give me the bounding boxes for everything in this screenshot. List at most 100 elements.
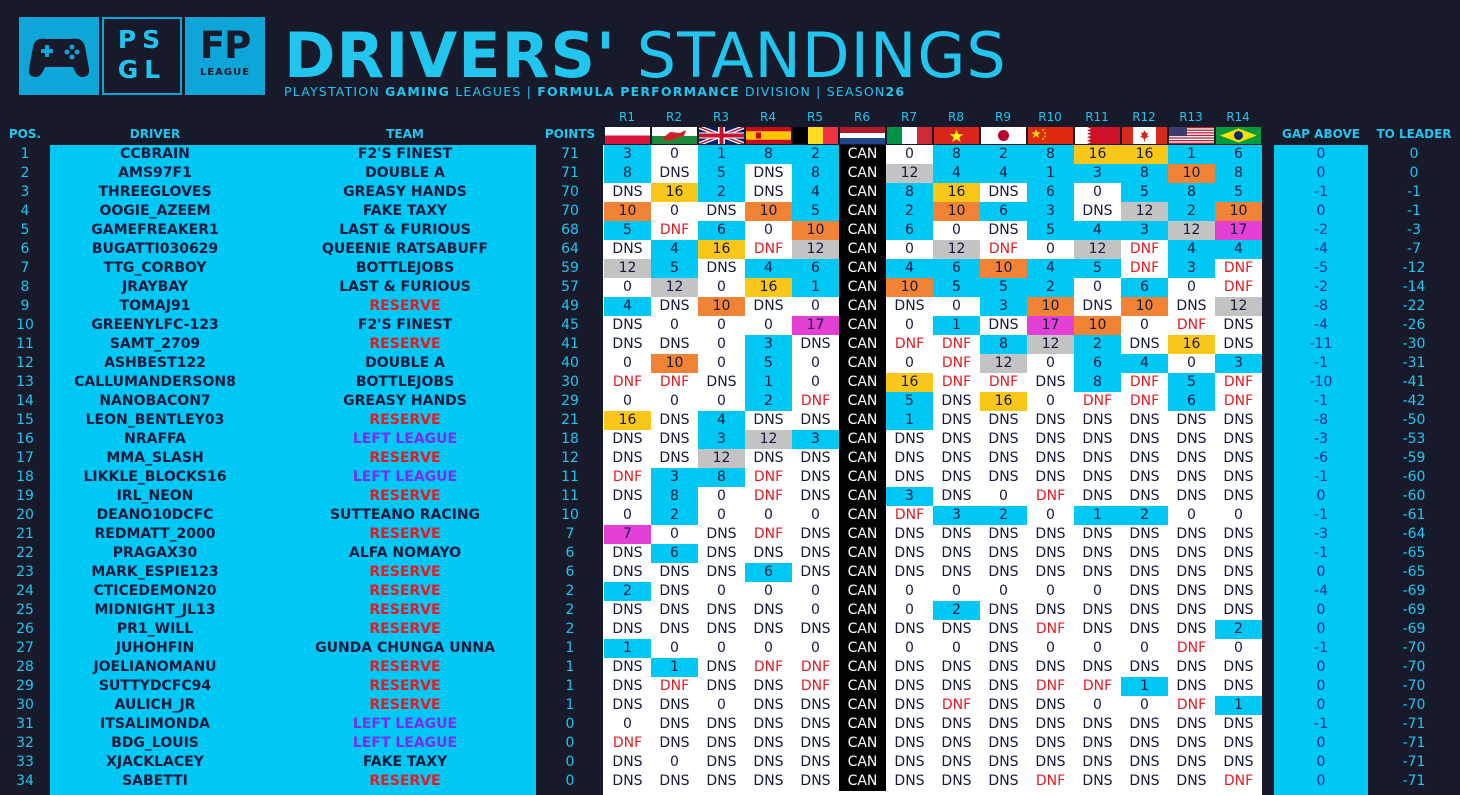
result-cell: 12 bbox=[698, 449, 745, 468]
driver-name: ASHBEST122 bbox=[104, 355, 206, 371]
team-name: LEFT LEAGUE bbox=[352, 431, 458, 447]
gap-above: -3 bbox=[1314, 526, 1328, 542]
round-header-7: R7 bbox=[901, 110, 917, 124]
round-header-12: R12 bbox=[1132, 110, 1156, 124]
result-cell: 0 bbox=[604, 715, 651, 734]
team-name: LAST & FURIOUS bbox=[339, 222, 471, 238]
result-cell: CAN bbox=[839, 221, 886, 240]
result-cell: DNS bbox=[1121, 487, 1168, 506]
result-cell: 0 bbox=[698, 506, 745, 525]
driver-points: 57 bbox=[561, 279, 579, 295]
result-cell: 1 bbox=[1215, 696, 1262, 715]
result-cell: 0 bbox=[604, 506, 651, 525]
result-cell: 5 bbox=[1027, 221, 1074, 240]
gap-to-leader: -71 bbox=[1402, 754, 1426, 770]
fp-league-logo: FP LEAGUE bbox=[185, 17, 265, 95]
result-cell: CAN bbox=[839, 620, 886, 639]
result-cell: 0 bbox=[1027, 639, 1074, 658]
table-row: 17 MMA_SLASH RESERVE 12 DNS DNS 12 DNS DNS CAN DNS… bbox=[0, 449, 1460, 468]
gap-to-leader: -50 bbox=[1402, 412, 1426, 428]
result-cell: DNS bbox=[1168, 658, 1215, 677]
result-cell: 16 bbox=[745, 278, 792, 297]
team-name: F2'S FINEST bbox=[357, 317, 453, 333]
result-cell: 12 bbox=[886, 164, 933, 183]
row-position: 32 bbox=[16, 735, 34, 751]
header-points: POINTS bbox=[544, 127, 596, 141]
result-cell: CAN bbox=[839, 449, 886, 468]
result-cell: 8 bbox=[1121, 164, 1168, 183]
result-cell: DNS bbox=[1027, 525, 1074, 544]
row-position: 28 bbox=[16, 659, 34, 675]
team-name: QUEENIE RATSABUFF bbox=[322, 241, 488, 257]
driver-points: 12 bbox=[561, 450, 579, 466]
result-cell: DNS bbox=[745, 601, 792, 620]
row-position: 27 bbox=[16, 640, 34, 656]
gap-above: -5 bbox=[1314, 260, 1328, 276]
result-cell: DNS bbox=[604, 772, 651, 791]
result-cell: DNS bbox=[1121, 544, 1168, 563]
table-row: 22 PRAGAX30 ALFA NOMAYO 6 DNS 6 DNS DNS DNS CAN DN… bbox=[0, 544, 1460, 563]
gap-above: 0 bbox=[1316, 659, 1326, 675]
result-cell: DNS bbox=[980, 620, 1027, 639]
result-cell: CAN bbox=[839, 563, 886, 582]
result-cell: 1 bbox=[1027, 164, 1074, 183]
row-position: 10 bbox=[16, 317, 34, 333]
row-position: 3 bbox=[20, 184, 30, 200]
result-cell: DNS bbox=[745, 677, 792, 696]
result-cell: 0 bbox=[933, 639, 980, 658]
result-cell: 8 bbox=[1027, 145, 1074, 164]
result-cell: CAN bbox=[839, 411, 886, 430]
table-row: 33 XJACKLACEY FAKE TAXY 0 DNS 0 DNS DNS DNS CAN DN… bbox=[0, 753, 1460, 772]
result-cell: 16 bbox=[933, 183, 980, 202]
driver-name: GAMEFREAKER1 bbox=[91, 222, 219, 238]
driver-points: 11 bbox=[561, 469, 579, 485]
result-cell: DNS bbox=[792, 544, 839, 563]
result-cell: 3 bbox=[1121, 221, 1168, 240]
table-row: 24 CTICEDEMON20 RESERVE 2 2 DNS 0 0 0 CAN 0 0 0 0 0 DNS… bbox=[0, 582, 1460, 601]
result-cell: 10 bbox=[886, 278, 933, 297]
result-cell: 0 bbox=[651, 316, 698, 335]
flag-usa-icon bbox=[1169, 127, 1214, 144]
result-cell: DNF bbox=[933, 373, 980, 392]
result-cell: CAN bbox=[839, 164, 886, 183]
result-cell: DNS bbox=[1074, 620, 1121, 639]
gap-to-leader: -61 bbox=[1402, 507, 1426, 523]
result-cell: 0 bbox=[698, 582, 745, 601]
row-position: 11 bbox=[16, 336, 34, 352]
team-name: DOUBLE A bbox=[365, 165, 445, 181]
result-cell: DNF bbox=[651, 677, 698, 696]
gap-above: -1 bbox=[1314, 393, 1328, 409]
result-cell: 16 bbox=[980, 392, 1027, 411]
driver-points: 71 bbox=[561, 146, 579, 162]
table-row: 21 REDMATT_2000 RESERVE 7 7 0 DNS DNF DNS CAN DNS D… bbox=[0, 525, 1460, 544]
result-cell: 10 bbox=[604, 202, 651, 221]
gap-above: 0 bbox=[1316, 678, 1326, 694]
result-cell: 16 bbox=[651, 183, 698, 202]
gap-to-leader: -70 bbox=[1402, 678, 1426, 694]
result-cell: 0 bbox=[1074, 278, 1121, 297]
result-cell: 12 bbox=[980, 354, 1027, 373]
result-cell: 3 bbox=[792, 430, 839, 449]
result-cell: DNS bbox=[933, 753, 980, 772]
result-cell: 12 bbox=[1215, 297, 1262, 316]
result-cell: 0 bbox=[1168, 506, 1215, 525]
subtitle-f: 26 bbox=[885, 84, 906, 99]
result-cell: 8 bbox=[698, 468, 745, 487]
gap-above: -10 bbox=[1309, 374, 1333, 390]
team-name: RESERVE bbox=[369, 298, 441, 314]
result-cell: DNS bbox=[1121, 430, 1168, 449]
team-name: LEFT LEAGUE bbox=[352, 735, 458, 751]
team-name: RESERVE bbox=[369, 659, 441, 675]
result-cell: 6 bbox=[1027, 183, 1074, 202]
driver-name: AULICH_JR bbox=[114, 697, 196, 713]
result-cell: DNF bbox=[933, 335, 980, 354]
result-cell: DNS bbox=[745, 544, 792, 563]
table-row: 13 CALLUMANDERSON8 BOTTLEJOBS 30 DNF DNF DNS 1 0… bbox=[0, 373, 1460, 392]
team-name: LEFT LEAGUE bbox=[352, 469, 458, 485]
team-name: FAKE TAXY bbox=[362, 203, 448, 219]
gap-above: -2 bbox=[1314, 222, 1328, 238]
result-cell: DNS bbox=[792, 525, 839, 544]
result-cell: DNS bbox=[604, 316, 651, 335]
table-row: 16 NRAFFA LEFT LEAGUE 18 DNS DNS 3 12 3 CAN DNS DNS… bbox=[0, 430, 1460, 449]
result-cell: DNS bbox=[980, 639, 1027, 658]
